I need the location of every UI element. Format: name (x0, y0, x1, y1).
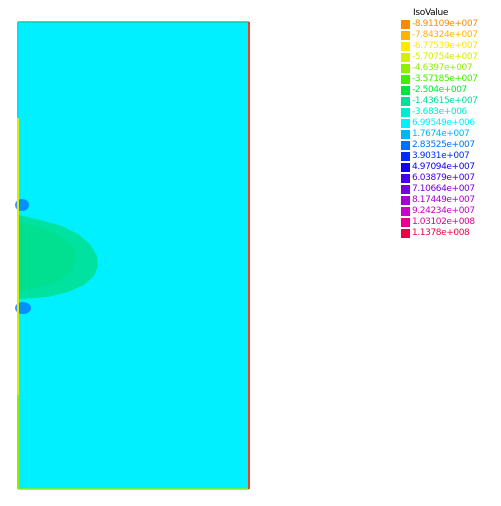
legend-entry: -5.70754e+007 (401, 52, 497, 63)
legend-swatch (401, 229, 410, 238)
legend-entry: 6.99549e+006 (401, 118, 497, 129)
legend-swatch (401, 75, 410, 84)
plume-inner-region (19, 222, 76, 291)
legend-swatch (401, 196, 410, 205)
legend-entry: 1.7674e+007 (401, 129, 497, 140)
legend-label: 6.03879e+007 (412, 173, 475, 183)
legend-swatch (401, 86, 410, 95)
iso-value-legend: IsoValue -8.91109e+007 -7.84324e+007 -6.77… (401, 8, 497, 239)
legend-swatch (401, 207, 410, 216)
legend-entry: 8.17449e+007 (401, 195, 497, 206)
legend-entry: -2.504e+007 (401, 85, 497, 96)
legend-label: 1.7674e+007 (412, 129, 470, 139)
legend-label: -4.6397e+007 (412, 63, 473, 73)
legend-entry: -4.6397e+007 (401, 63, 497, 74)
legend-entry: 3.9031e+007 (401, 151, 497, 162)
legend-label: -2.504e+007 (412, 85, 467, 95)
legend-entry: 2.83525e+007 (401, 140, 497, 151)
legend-entry: -3.57185e+007 (401, 74, 497, 85)
legend-entry: 1.1378e+008 (401, 228, 497, 239)
legend-swatch (401, 218, 410, 227)
legend-entry: -8.91109e+007 (401, 19, 497, 30)
legend-swatch (401, 108, 410, 117)
legend-label: -3.57185e+007 (412, 74, 478, 84)
legend-swatch (401, 141, 410, 150)
legend-label: 4.97094e+007 (412, 162, 475, 172)
legend-swatch (401, 163, 410, 172)
legend-entry: -7.84324e+007 (401, 30, 497, 41)
legend-label: 8.17449e+007 (412, 195, 475, 205)
legend-entry: 9.24234e+007 (401, 206, 497, 217)
legend-label: -7.84324e+007 (412, 30, 478, 40)
legend-swatch (401, 64, 410, 73)
legend-swatch (401, 42, 410, 51)
legend-entry: -6.77539e+007 (401, 41, 497, 52)
legend-swatch (401, 31, 410, 40)
legend-title: IsoValue (413, 8, 449, 18)
legend-entry: 4.97094e+007 (401, 162, 497, 173)
legend-label: -8.91109e+007 (412, 19, 478, 29)
legend-swatch (401, 20, 410, 29)
legend-label: 7.10664e+007 (412, 184, 475, 194)
legend-label: 3.9031e+007 (412, 151, 470, 161)
legend-label: -3.683e+006 (412, 107, 467, 117)
legend-label: 6.99549e+006 (412, 118, 475, 128)
legend-entry: -1.43615e+007 (401, 96, 497, 107)
legend-label: 1.1378e+008 (412, 228, 470, 238)
legend-swatch (401, 174, 410, 183)
legend-entry: 7.10664e+007 (401, 184, 497, 195)
legend-label: 2.83525e+007 (412, 140, 475, 150)
legend-entry: 6.03879e+007 (401, 173, 497, 184)
legend-entry: -3.683e+006 (401, 107, 497, 118)
legend-label: 9.24234e+007 (412, 206, 475, 216)
legend-swatch (401, 152, 410, 161)
legend-label: 1.03102e+008 (412, 217, 475, 227)
legend-swatch (401, 130, 410, 139)
legend-label: -5.70754e+007 (412, 52, 478, 62)
legend-label: -1.43615e+007 (412, 96, 478, 106)
legend-swatch (401, 119, 410, 128)
legend-entry: 1.03102e+008 (401, 217, 497, 228)
legend-swatch (401, 53, 410, 62)
legend-swatch (401, 185, 410, 194)
legend-label: -6.77539e+007 (412, 41, 478, 51)
legend-swatch (401, 97, 410, 106)
